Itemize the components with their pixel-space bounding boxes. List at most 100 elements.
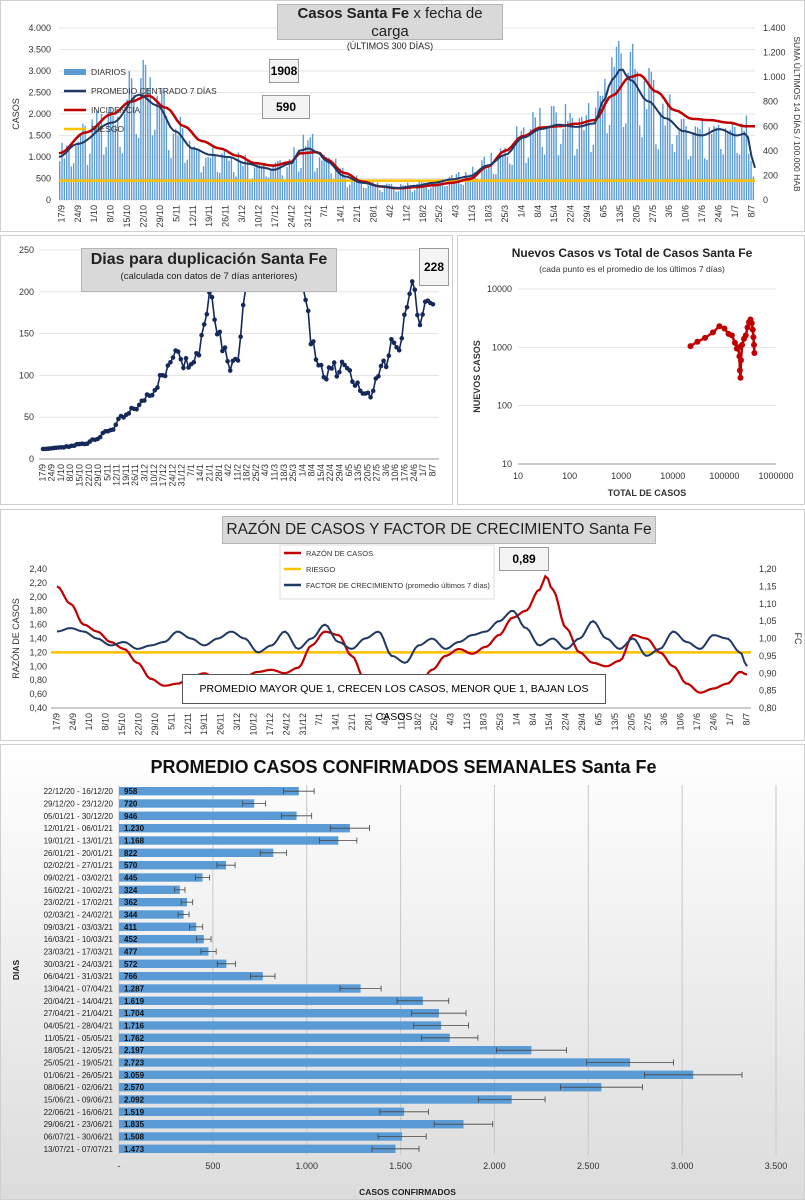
- duplicacion-point: [311, 339, 316, 344]
- legend-label: FACTOR DE CRECIMIENTO (promedio últimos …: [306, 581, 490, 590]
- daily-bar: [502, 155, 504, 200]
- category-label: 23/02/21 - 17/02/21: [44, 898, 114, 907]
- duplicacion-point: [251, 241, 256, 246]
- daily-bar: [149, 77, 151, 200]
- daily-bar: [727, 132, 729, 200]
- daily-bar: [488, 167, 490, 200]
- y2-tick-label: 1.200: [763, 48, 786, 58]
- daily-bar: [622, 126, 625, 200]
- x-tick-label: 2.000: [483, 1161, 506, 1171]
- x-tick-label: 4/3: [446, 713, 456, 726]
- y-tick-label: 0: [46, 195, 51, 205]
- bar: [119, 996, 423, 1005]
- duplicacion-point: [199, 333, 204, 338]
- scatter-point: [731, 339, 738, 346]
- daily-bar: [355, 175, 358, 200]
- daily-bar: [244, 154, 246, 200]
- daily-bar: [397, 191, 400, 200]
- category-label: 05/01/21 - 30/12/20: [44, 812, 114, 821]
- daily-bar: [420, 180, 423, 200]
- x-tick-label: 15/4: [544, 713, 554, 731]
- x-tick-label: 22/10: [139, 205, 149, 228]
- daily-bar: [337, 171, 339, 200]
- daily-bar: [692, 132, 694, 200]
- x-tick-label: 21/1: [352, 205, 362, 223]
- daily-bar: [657, 149, 659, 200]
- duplicacion-point: [186, 365, 191, 370]
- daily-bar: [448, 176, 451, 200]
- duplicacion-title-box: Dias para duplicación Santa Fe (calculad…: [81, 248, 337, 292]
- y-tick-label: 1,60: [29, 620, 47, 630]
- daily-bar: [618, 40, 620, 201]
- daily-bar: [634, 68, 636, 200]
- bar-value-label: 2.723: [124, 1059, 145, 1068]
- x-tick-label: 20/5: [362, 464, 372, 482]
- daily-bar: [404, 185, 407, 200]
- x-tick-label: 25/3: [288, 464, 298, 482]
- daily-bar: [669, 94, 671, 200]
- y-tick-label: 2,00: [29, 592, 47, 602]
- daily-bar: [407, 182, 409, 200]
- x-tick-label: 11/2: [401, 205, 411, 222]
- daily-bar: [242, 165, 244, 200]
- casos-fecha-title-box: Casos Santa Fe x fecha de carga (ÚLTIMOS…: [277, 4, 503, 51]
- daily-bar: [195, 150, 198, 200]
- daily-bar: [304, 146, 307, 200]
- category-label: 04/05/21 - 28/04/21: [44, 1022, 114, 1031]
- daily-bar: [516, 126, 518, 200]
- duplicacion-point: [238, 334, 243, 339]
- y-tick-label: 100: [497, 401, 512, 411]
- daily-bar: [671, 143, 673, 200]
- duplicacion-point: [415, 312, 420, 318]
- duplicacion-point: [331, 360, 337, 365]
- duplicacion-point: [155, 385, 160, 390]
- y2-tick-label: 1.000: [763, 72, 786, 82]
- daily-bar: [302, 134, 304, 200]
- y-tick-label: 1.500: [28, 131, 51, 141]
- category-label: 22/12/20 - 16/12/20: [44, 787, 114, 796]
- x-tick-label: 17/6: [697, 205, 707, 223]
- x-tick-label: 1/7: [418, 464, 428, 477]
- daily-bar: [177, 135, 179, 200]
- x-tick-label: 3/6: [659, 713, 669, 726]
- x-tick-label: 11/3: [467, 205, 477, 222]
- bar: [119, 787, 299, 796]
- x-tick-label: 3.500: [765, 1161, 788, 1171]
- daily-bar: [362, 187, 365, 200]
- y2-tick-label: 1,20: [759, 564, 777, 574]
- x-tick-label: 1/10: [89, 205, 99, 223]
- duplicacion-point: [394, 345, 399, 350]
- x-tick-label: 3/12: [232, 713, 242, 731]
- daily-bar: [165, 116, 168, 200]
- daily-bar: [520, 130, 523, 200]
- daily-bar: [409, 187, 411, 200]
- daily-bar: [344, 177, 346, 200]
- bar-value-label: 570: [124, 861, 138, 870]
- daily-bar: [235, 176, 237, 200]
- bar: [119, 1132, 403, 1141]
- x-tick-label: 11/3: [270, 464, 280, 481]
- daily-bar: [543, 154, 546, 200]
- duplicacion-point: [97, 434, 103, 440]
- daily-bar: [659, 112, 662, 200]
- bar-value-label: 572: [124, 960, 138, 969]
- category-label: 30/03/21 - 24/03/21: [44, 960, 114, 969]
- daily-bar: [77, 141, 79, 200]
- daily-bar: [608, 124, 611, 200]
- bar: [119, 972, 263, 981]
- bar-value-label: 1.519: [124, 1108, 145, 1117]
- y-tick-label: 100: [19, 370, 34, 380]
- duplicacion-point: [113, 422, 119, 428]
- category-label: 23/03/21 - 17/03/21: [44, 948, 114, 957]
- duplicacion-point: [212, 317, 217, 322]
- daily-bar: [386, 183, 388, 200]
- daily-bar: [613, 66, 615, 200]
- y-axis-label: DIAS: [11, 960, 21, 981]
- daily-bar: [611, 57, 613, 200]
- daily-bar: [209, 157, 212, 200]
- duplicacion-series: [40, 241, 436, 452]
- daily-bar: [506, 156, 509, 200]
- daily-bar: [379, 190, 381, 200]
- daily-bar: [284, 179, 286, 200]
- duplicacion-point: [430, 302, 436, 307]
